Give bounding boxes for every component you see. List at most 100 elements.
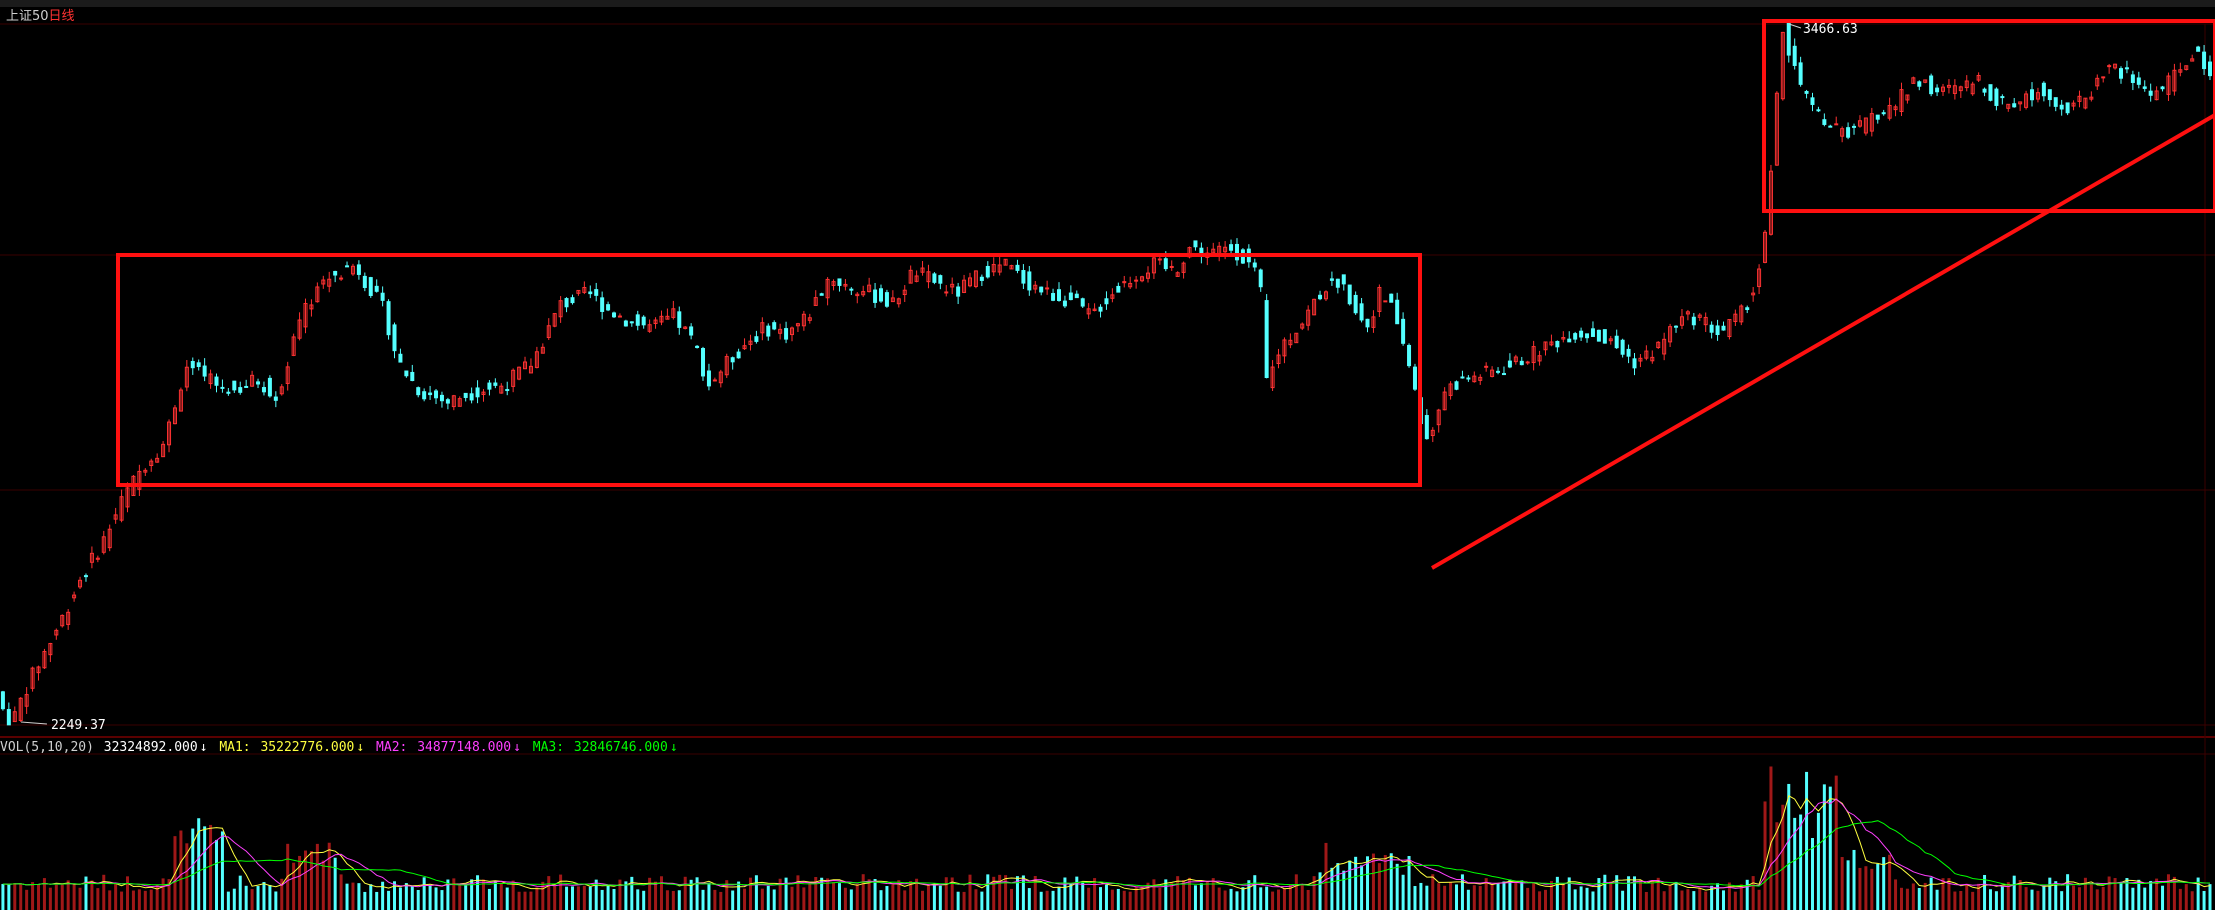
volume-bar <box>1395 863 1399 910</box>
volume-bar <box>956 891 960 910</box>
vol-arrow: ↓ <box>199 740 208 755</box>
volume-bar <box>499 882 503 910</box>
candle-body <box>54 629 59 636</box>
volume-bar <box>1116 888 1120 910</box>
candle-body <box>196 362 201 368</box>
candle-body <box>416 387 421 396</box>
candle-body <box>1721 325 1726 331</box>
volume-bar <box>1277 889 1281 910</box>
volume-bar <box>1075 876 1079 910</box>
volume-bar <box>1407 856 1411 910</box>
volume-bar <box>2006 882 2010 910</box>
candle-body <box>1579 330 1584 338</box>
volume-bar <box>333 857 337 910</box>
volume-bar <box>1271 891 1275 910</box>
candle-body <box>1988 84 1993 101</box>
candle-body <box>2142 86 2147 89</box>
volume-bar <box>713 889 717 910</box>
volume-bar <box>1585 887 1589 910</box>
candle-body <box>1525 361 1530 364</box>
volume-bar <box>1704 891 1708 910</box>
volume-bar <box>440 890 444 910</box>
volume-bar <box>1644 891 1648 910</box>
volume-bar <box>1389 853 1393 910</box>
candle-body <box>6 709 11 726</box>
volume-bar <box>191 828 195 910</box>
candle-body <box>101 536 106 553</box>
volume-bar <box>309 851 313 910</box>
candle-body <box>712 379 717 382</box>
candle-body <box>772 322 777 330</box>
volume-bar <box>1419 882 1423 910</box>
candle-body <box>2030 89 2035 101</box>
candle-body <box>1929 75 1934 95</box>
candle-body <box>1869 113 1874 132</box>
volume-bar <box>879 890 883 910</box>
volume-bar <box>268 884 272 910</box>
candle-body <box>1003 258 1008 266</box>
volume-bar <box>2131 887 2135 910</box>
candle-body <box>1264 300 1269 379</box>
candle-body <box>143 469 148 473</box>
candle-body <box>683 326 688 329</box>
volume-bar <box>369 884 373 910</box>
candle-body <box>374 285 379 292</box>
volume-bar <box>392 881 396 910</box>
candle-body <box>1923 79 1928 83</box>
candle-body <box>2184 65 2189 70</box>
candle-body <box>1549 341 1554 346</box>
volume-bar <box>808 883 812 910</box>
annotations-layer: 2249.37 3466.63 <box>20 19 2215 733</box>
candle-body <box>2065 102 2070 114</box>
candle-body <box>534 351 539 368</box>
candle-body <box>570 297 575 304</box>
volume-bar <box>1751 876 1755 910</box>
candle-body <box>1282 339 1287 357</box>
volume-bar <box>1431 874 1435 910</box>
volume-bar <box>778 878 782 910</box>
volume-bar <box>1496 883 1500 910</box>
candle-body <box>1009 265 1014 270</box>
candle-body <box>404 370 409 377</box>
candle-body <box>457 398 462 407</box>
volume-bar <box>78 887 82 910</box>
volume-bar <box>689 879 693 910</box>
volume-bar <box>1211 878 1215 910</box>
candle-body <box>291 336 296 356</box>
volume-bar <box>161 878 165 910</box>
candle-body <box>2113 63 2118 69</box>
volume-bar <box>665 890 669 910</box>
candle-body <box>641 316 646 326</box>
candle-body <box>1822 119 1827 125</box>
candle-body <box>1412 366 1417 390</box>
candle-body <box>1039 286 1044 293</box>
candle-body <box>1312 298 1317 316</box>
volume-bar <box>2161 885 2165 910</box>
candle-body <box>1727 319 1732 338</box>
volume-bar <box>31 882 35 910</box>
candle-body <box>1863 117 1868 134</box>
volume-bar <box>381 881 385 910</box>
candle-body <box>327 278 332 287</box>
candle-body <box>1840 128 1845 137</box>
candle-body <box>463 392 468 398</box>
candle-body <box>1401 318 1406 344</box>
volume-bar <box>1852 849 1856 910</box>
candle-body <box>1899 89 1904 112</box>
candle-body <box>1359 303 1364 321</box>
volume-bar <box>1603 874 1607 910</box>
volume-bar <box>1508 879 1512 910</box>
candle-body <box>1329 278 1334 281</box>
candle-body <box>439 394 444 402</box>
volume-bar <box>464 884 468 910</box>
volume-bar <box>250 889 254 910</box>
candle-body <box>552 313 557 327</box>
volume-bar <box>120 891 124 910</box>
candle-body <box>1086 308 1091 315</box>
candle-body <box>659 315 664 323</box>
candle-body <box>914 275 919 282</box>
volume-bar <box>1318 872 1322 910</box>
candle-body <box>629 321 634 324</box>
candle-body <box>967 277 972 287</box>
